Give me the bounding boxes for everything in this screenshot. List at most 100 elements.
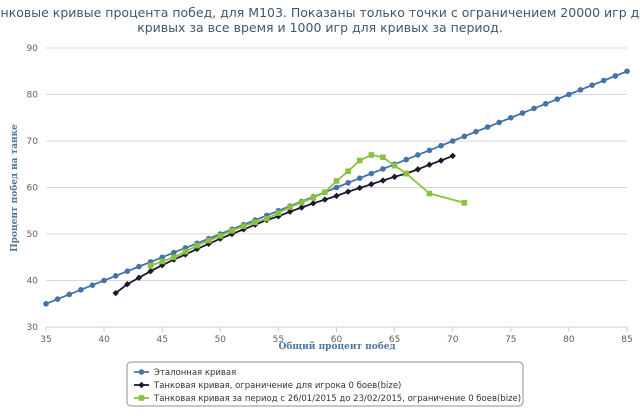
series-2-point bbox=[379, 177, 387, 184]
series-1-point bbox=[426, 147, 433, 154]
series-1-point bbox=[473, 128, 479, 135]
series-2-point bbox=[391, 173, 398, 181]
legend-label: Танковая кривая, ограничение для игрока … bbox=[153, 381, 401, 391]
series-2-point bbox=[426, 161, 433, 168]
series-1-point bbox=[403, 156, 410, 163]
x-tick-label: 55 bbox=[273, 335, 284, 345]
series-3-point bbox=[217, 233, 224, 239]
series-1-point bbox=[89, 282, 96, 288]
series-2-point bbox=[135, 274, 143, 281]
series-2-point bbox=[124, 281, 131, 288]
y-tick-label: 80 bbox=[27, 91, 39, 101]
series-3-point bbox=[356, 157, 363, 164]
series-1-point bbox=[531, 105, 537, 112]
series-3-point bbox=[310, 194, 317, 201]
series-3-point bbox=[380, 154, 386, 161]
series-2-point bbox=[414, 166, 422, 173]
x-axis-title: Общий процент побед bbox=[279, 341, 396, 352]
series-1-point bbox=[566, 91, 572, 98]
series-1-point bbox=[43, 300, 49, 307]
axes: 30 40 50 60 70 80 90 35 40 45 50 55 60 65 70 75 80 85 bbox=[27, 44, 633, 345]
series-2-point bbox=[321, 196, 329, 203]
y-tick-label: 40 bbox=[27, 277, 39, 287]
y-tick-label: 30 bbox=[27, 323, 39, 333]
x-tick-label: 40 bbox=[98, 335, 110, 345]
series-3-point bbox=[159, 258, 165, 265]
x-tick-label: 80 bbox=[563, 335, 575, 345]
series-3-point bbox=[275, 210, 282, 216]
series-3-point bbox=[403, 170, 410, 177]
legend-item-2[interactable]: Танковая кривая, ограничение для игрока … bbox=[134, 381, 401, 391]
series-1-point bbox=[589, 82, 595, 88]
series-2-point bbox=[193, 245, 201, 253]
series-1-point bbox=[101, 277, 107, 284]
series-2-point bbox=[333, 192, 340, 200]
y-tick-label: 90 bbox=[27, 44, 39, 54]
series-1-point bbox=[600, 77, 607, 84]
series-3-point bbox=[205, 237, 212, 244]
series-1-point bbox=[519, 110, 526, 116]
series-2-point bbox=[310, 200, 317, 207]
x-tick-label: 35 bbox=[40, 335, 51, 345]
series-1-point bbox=[136, 263, 142, 270]
y-axis-title: Процент побед на танке bbox=[9, 124, 20, 252]
y-tick-label: 50 bbox=[27, 230, 39, 240]
legend-item-3[interactable]: Танковая кривая за период с 26/01/2015 д… bbox=[134, 394, 521, 404]
chart-title-line-2: кривых за все время и 1000 игр для кривы… bbox=[137, 20, 503, 35]
series-1-point bbox=[333, 184, 340, 191]
series-1-point bbox=[124, 268, 131, 275]
series-2-point bbox=[112, 289, 119, 297]
series-3-point bbox=[252, 219, 258, 226]
series-1-point bbox=[171, 249, 177, 256]
series-1-point bbox=[508, 114, 514, 121]
series-3-point bbox=[171, 254, 177, 261]
series-1-point bbox=[496, 119, 502, 126]
x-tick-label: 65 bbox=[389, 335, 400, 345]
series-3-point bbox=[333, 178, 340, 184]
series-1-point bbox=[345, 180, 351, 186]
grid-lines bbox=[46, 47, 627, 328]
series-1-point bbox=[438, 142, 444, 149]
series-1-point bbox=[449, 138, 456, 144]
series-3-point bbox=[147, 262, 154, 269]
series-3-point bbox=[263, 215, 270, 222]
series-1-point bbox=[368, 170, 375, 177]
series-1-point bbox=[112, 273, 119, 279]
series-3-point bbox=[182, 248, 189, 255]
legend-swatch-marker bbox=[138, 395, 145, 401]
series-2-point bbox=[449, 152, 456, 160]
series-1-point bbox=[461, 133, 468, 140]
y-tick-label: 70 bbox=[27, 137, 39, 147]
series-2 bbox=[112, 152, 456, 297]
series-1-point bbox=[380, 166, 386, 172]
series-2-point bbox=[437, 157, 445, 164]
series-1-point bbox=[554, 96, 561, 102]
legend-label: Танковая кривая за период с 26/01/2015 д… bbox=[153, 394, 521, 404]
series-3-point bbox=[426, 190, 433, 197]
series-1-point bbox=[415, 152, 421, 158]
x-tick-label: 60 bbox=[331, 335, 343, 345]
series-1-point bbox=[356, 175, 363, 181]
series-layer bbox=[43, 68, 630, 307]
legend-swatch-marker bbox=[138, 369, 145, 375]
series-3-point bbox=[345, 168, 351, 175]
legend-label: Эталонная кривая bbox=[154, 368, 236, 378]
legend-swatch-marker bbox=[138, 381, 145, 389]
y-tick-label: 60 bbox=[27, 184, 39, 194]
legend: Эталонная кривая Танковая кривая, огранич… bbox=[134, 368, 521, 404]
series-1-point bbox=[577, 87, 584, 93]
series-1-point bbox=[612, 73, 619, 79]
series-3-point bbox=[391, 162, 398, 169]
x-tick-label: 70 bbox=[447, 335, 459, 345]
series-3-point bbox=[240, 223, 247, 229]
series-3-point bbox=[229, 227, 235, 234]
series-2-point bbox=[147, 268, 154, 275]
series-2-point bbox=[286, 208, 294, 215]
series-1-point bbox=[624, 68, 630, 75]
series-2-point bbox=[344, 188, 352, 195]
legend-item-1[interactable]: Эталонная кривая bbox=[134, 368, 236, 378]
series-1-point bbox=[78, 287, 84, 293]
x-tick-label: 45 bbox=[156, 335, 167, 345]
x-tick-label: 50 bbox=[215, 335, 227, 345]
series-2-point bbox=[298, 204, 305, 211]
